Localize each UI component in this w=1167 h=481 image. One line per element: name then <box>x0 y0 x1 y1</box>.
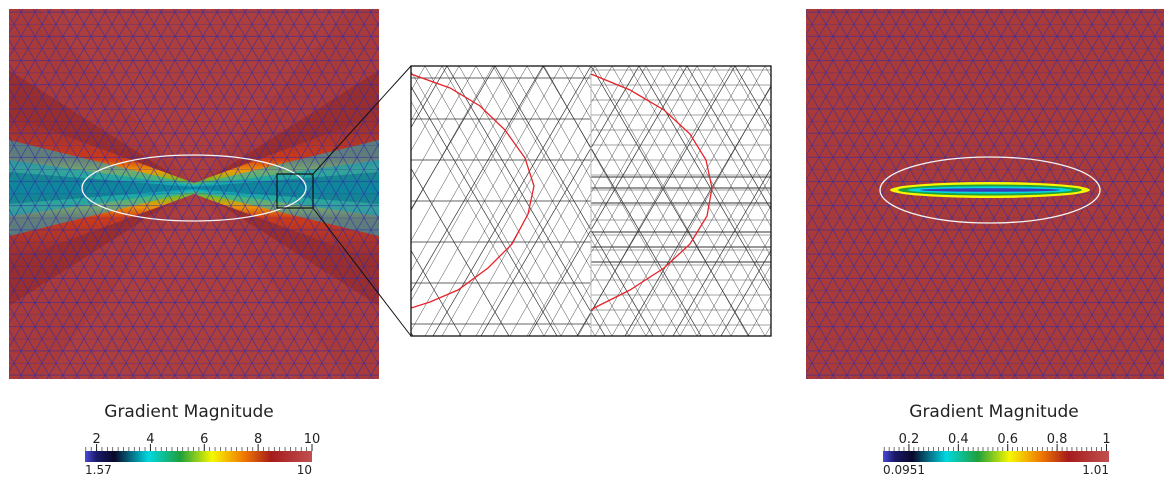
left-colorbar-min-label: 1.57 <box>85 463 112 477</box>
right-colorbar-title: Gradient Magnitude <box>909 402 1078 422</box>
zoom-inset <box>410 65 772 337</box>
left-colorbar-tick-label: 4 <box>146 432 154 447</box>
right-colorbar-minor-ticks <box>883 444 1108 451</box>
left-colorbar-title: Gradient Magnitude <box>104 402 273 422</box>
left-colorbar-tick-label: 6 <box>200 432 208 447</box>
fine-mesh <box>411 66 771 336</box>
left-colorbar-tick-label: 8 <box>254 432 262 447</box>
right-colorbar-tick-label: 0.6 <box>997 432 1018 447</box>
left-colorbar-minor-ticks <box>85 444 313 451</box>
right-interface-ellipse <box>879 156 1101 224</box>
right-colorbar-min-label: 0.0951 <box>883 463 925 477</box>
right-colorbar-tick-label: 0.4 <box>948 432 969 447</box>
right-colorbar-tick-label: 1 <box>1102 432 1110 447</box>
interface-curve-coarse <box>411 73 535 309</box>
left-colorbar-gradient <box>85 451 312 462</box>
left-interface-ellipse <box>81 154 307 222</box>
coarse-mesh <box>411 66 771 336</box>
zoom-connector-top <box>312 65 412 175</box>
left-colorbar-tick-labels: 2 4 6 8 10 <box>92 432 320 447</box>
right-field-panel <box>806 9 1164 379</box>
zoom-connector-bottom <box>312 207 412 337</box>
zoom-box-marker <box>276 173 314 209</box>
left-colorbar-tick-label: 2 <box>92 432 100 447</box>
right-colorbar-max-label: 1.01 <box>1082 463 1109 477</box>
right-colorbar-gradient <box>883 451 1109 462</box>
right-colorbar-tick-label: 0.8 <box>1047 432 1068 447</box>
left-colorbar: Gradient Magnitude 2 4 6 8 10 1.57 10 <box>85 402 320 477</box>
right-colorbar-tick-labels: 0.2 0.4 0.6 0.8 1 <box>899 432 1111 447</box>
left-field-panel <box>9 9 379 379</box>
interface-curve-fine <box>590 73 713 311</box>
left-colorbar-tick-label: 10 <box>304 432 321 447</box>
right-colorbar-tick-label: 0.2 <box>899 432 920 447</box>
right-colorbar: Gradient Magnitude 0.2 0.4 0.6 0.8 1 0.0951 … <box>883 402 1111 477</box>
left-colorbar-max-label: 10 <box>297 463 312 477</box>
